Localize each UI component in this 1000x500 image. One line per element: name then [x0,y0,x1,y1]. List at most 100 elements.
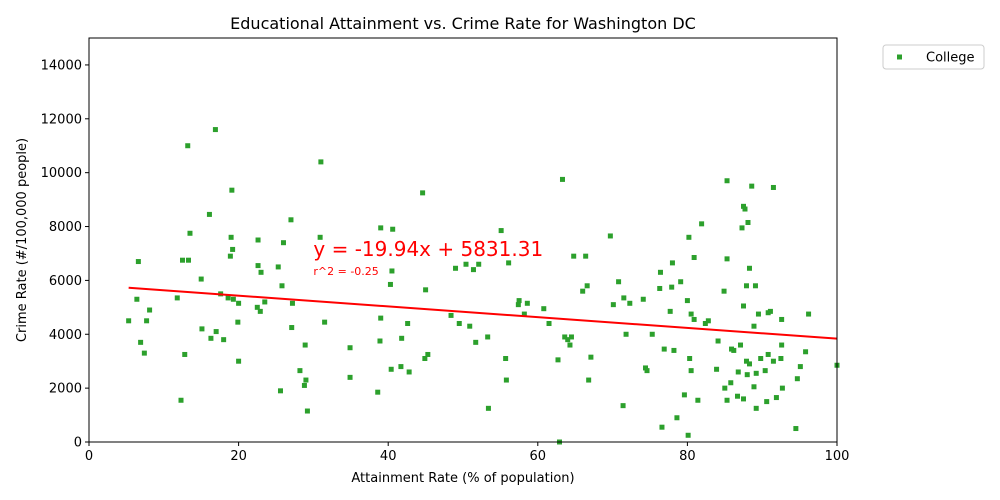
data-point [255,263,261,269]
data-point [262,299,268,305]
fit-equation-label: y = -19.94x + 5831.31 [313,237,543,261]
data-point [134,296,140,302]
data-point [303,377,309,383]
data-point [688,368,694,374]
points-layer [126,127,840,445]
data-point [289,325,295,331]
data-point [198,276,204,282]
data-point [803,349,809,355]
data-point [616,279,622,285]
data-point [753,370,759,376]
data-point [610,302,616,308]
data-point [743,358,749,364]
data-point [228,234,234,240]
data-point [297,368,303,374]
data-point [453,265,459,271]
data-point [749,183,755,189]
data-point [199,326,205,332]
y-tick-label: 14000 [41,58,82,73]
annotation-layer: y = -19.94x + 5831.31 r^2 = -0.25 [313,237,543,278]
data-point [743,283,749,289]
data-point [735,393,741,399]
data-point [669,284,675,290]
data-point [779,316,785,322]
data-point [744,372,750,378]
data-point [752,283,758,289]
data-point [764,399,770,405]
legend-label-college: College [926,51,975,66]
data-point [678,279,684,285]
data-point [317,234,323,240]
data-point [555,357,561,363]
data-point [288,217,294,223]
data-point [541,306,547,312]
x-axis: 0 20 40 60 80 100 [85,442,849,464]
data-point [724,256,730,262]
data-point [767,308,773,314]
data-point [567,342,573,348]
data-point [377,338,383,344]
data-point [724,178,730,184]
data-point [669,260,675,266]
data-point [584,283,590,289]
data-point [688,311,694,317]
data-point [674,415,680,421]
data-point [230,246,236,252]
data-point [770,358,776,364]
data-point [705,318,711,324]
y-tick-label: 0 [74,436,82,451]
data-point [277,388,283,394]
data-point [657,285,663,291]
data-point [463,261,469,267]
data-point [473,339,479,345]
data-point [423,287,429,293]
data-point [388,366,394,372]
data-point [387,281,393,287]
data-point [521,311,527,317]
data-point [258,269,264,275]
data-point [138,339,144,345]
data-point [275,264,281,270]
data-point [375,389,381,395]
data-point [318,159,324,165]
x-axis-title: Attainment Rate (% of population) [351,471,574,486]
data-point [420,190,426,196]
data-point [661,346,667,352]
data-point [751,323,757,329]
data-point [135,259,141,265]
data-point [687,356,693,362]
data-point [546,320,552,326]
data-point [623,331,629,337]
data-point [422,356,428,362]
x-tick-label: 0 [85,449,93,464]
data-point [571,253,577,259]
data-point [742,206,748,212]
data-point [746,265,752,271]
data-point [695,397,701,403]
data-point [751,384,757,390]
data-point [731,347,737,353]
data-point [467,323,473,329]
data-point [470,267,476,273]
x-tick-label: 80 [679,449,696,464]
data-point [213,329,219,335]
data-point [182,351,188,357]
data-point [778,356,784,362]
data-point [498,228,504,234]
data-point [607,233,613,239]
data-point [640,296,646,302]
legend: College [882,44,985,70]
y-axis: 0 2000 4000 6000 8000 10000 12000 14000 [41,58,89,451]
x-tick-label: 60 [530,449,547,464]
data-point [405,320,411,326]
data-point [559,176,565,182]
data-point [722,385,728,391]
data-point [174,295,180,301]
data-point [724,397,730,403]
data-point [390,226,396,232]
data-point [280,240,286,246]
data-point [236,358,242,364]
data-point [643,365,649,371]
data-point [739,225,745,231]
fit-layer [128,286,838,340]
